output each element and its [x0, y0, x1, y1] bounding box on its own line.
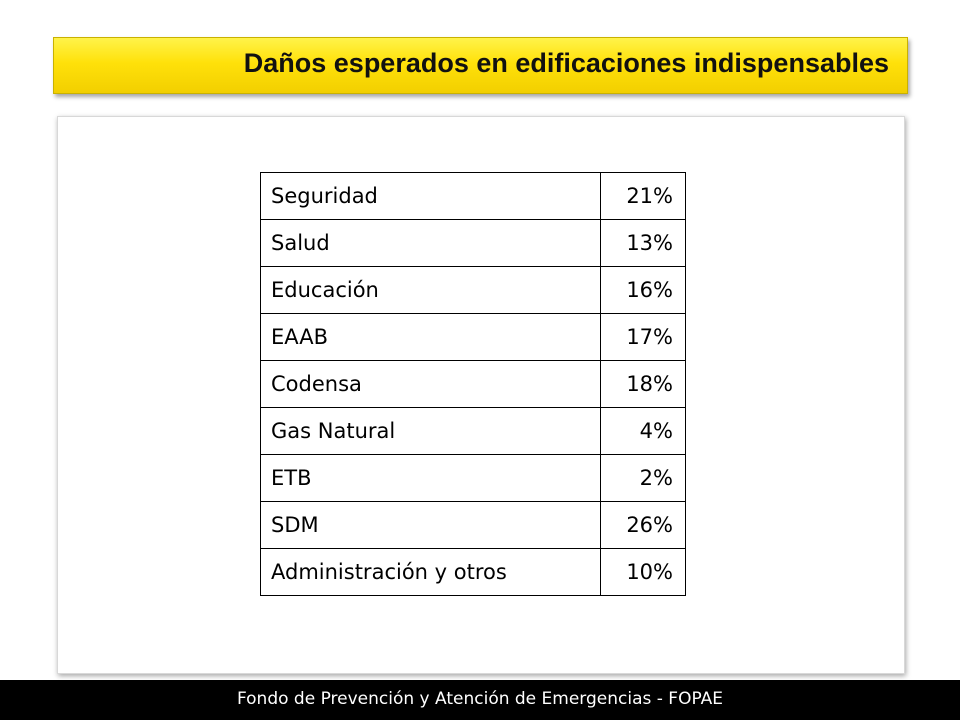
- row-value: 13%: [600, 219, 686, 267]
- row-label: Administración y otros: [259, 548, 602, 596]
- row-value: 26%: [600, 501, 686, 549]
- table-row: EAAB 17%: [259, 313, 686, 361]
- damage-table: Seguridad 21% Salud 13% Educación 16% EA…: [259, 172, 686, 596]
- row-label: SDM: [259, 501, 602, 549]
- row-label: ETB: [259, 454, 602, 502]
- footer-bar: Fondo de Prevención y Atención de Emerge…: [0, 680, 960, 720]
- row-value: 4%: [600, 407, 686, 455]
- row-value: 21%: [600, 172, 686, 220]
- table-row: Codensa 18%: [259, 360, 686, 408]
- slide-title: Daños esperados en edificaciones indispe…: [243, 48, 889, 78]
- table-row: Seguridad 21%: [259, 172, 686, 220]
- row-value: 17%: [600, 313, 686, 361]
- row-label: Salud: [259, 219, 602, 267]
- row-label: Gas Natural: [259, 407, 602, 455]
- table-row: SDM 26%: [259, 501, 686, 549]
- row-value: 18%: [600, 360, 686, 408]
- table-row: Salud 13%: [259, 219, 686, 267]
- title-bar: Daños esperados en edificaciones indispe…: [53, 37, 908, 94]
- row-label: Seguridad: [259, 172, 602, 220]
- row-value: 2%: [600, 454, 686, 502]
- row-label: Codensa: [259, 360, 602, 408]
- row-label: Educación: [259, 266, 602, 314]
- table-row: Administración y otros 10%: [259, 548, 686, 596]
- row-value: 16%: [600, 266, 686, 314]
- table-row: Gas Natural 4%: [259, 407, 686, 455]
- row-label: EAAB: [259, 313, 602, 361]
- row-value: 10%: [600, 548, 686, 596]
- footer-text: Fondo de Prevención y Atención de Emerge…: [236, 689, 724, 709]
- table-row: ETB 2%: [259, 454, 686, 502]
- table-row: Educación 16%: [259, 266, 686, 314]
